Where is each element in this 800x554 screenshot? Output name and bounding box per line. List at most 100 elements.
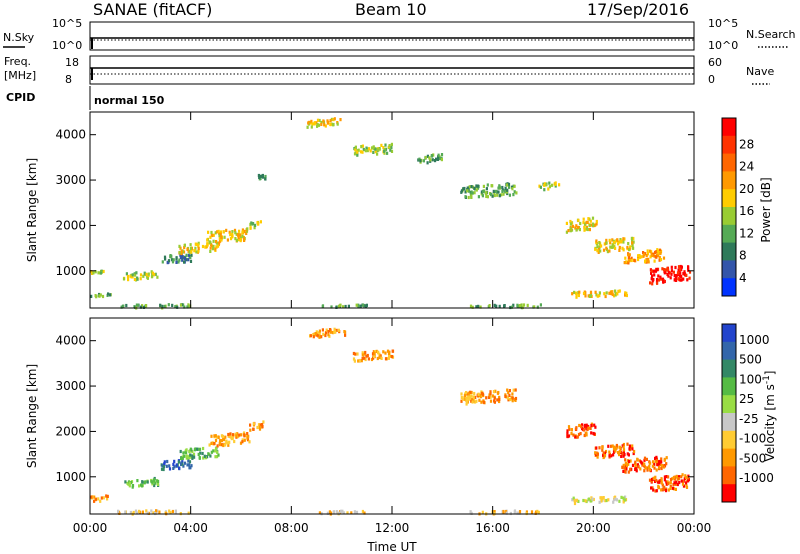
range-gate-cell bbox=[465, 396, 468, 400]
range-gate-cell bbox=[633, 449, 636, 454]
range-gate-cell bbox=[212, 247, 215, 251]
range-gate-cell bbox=[181, 456, 184, 460]
range-gate-cell bbox=[195, 250, 198, 254]
range-gate-cell bbox=[471, 400, 474, 404]
range-gate-cell bbox=[582, 221, 585, 225]
range-gate-cell bbox=[680, 479, 683, 483]
range-gate-cell bbox=[467, 397, 470, 401]
range-gate-cell bbox=[386, 151, 389, 155]
range-gate-cell bbox=[594, 451, 597, 455]
range-gate-cell bbox=[380, 143, 383, 147]
range-gate-cell bbox=[649, 461, 652, 465]
range-gate-cell bbox=[199, 451, 202, 455]
range-gate-cell bbox=[375, 147, 378, 151]
range-gate-cell bbox=[615, 498, 618, 502]
range-gate-cell bbox=[475, 188, 478, 192]
y-tick-label: 4000 bbox=[55, 334, 86, 348]
range-gate-cell bbox=[487, 395, 490, 399]
range-gate-cell bbox=[604, 294, 607, 299]
range-gate-cell bbox=[657, 251, 660, 255]
range-gate-cell bbox=[636, 458, 639, 462]
range-gate-cell bbox=[239, 441, 243, 445]
range-gate-cell bbox=[488, 304, 491, 308]
range-gate-cell bbox=[189, 255, 192, 260]
range-gate-cell bbox=[238, 433, 241, 437]
range-gate-cell bbox=[636, 463, 639, 467]
range-gate-cell bbox=[654, 250, 657, 254]
range-gate-cell bbox=[622, 248, 625, 252]
colorbar-tick-label: 24 bbox=[739, 160, 754, 174]
range-gate-cell bbox=[120, 305, 123, 309]
range-gate-cell bbox=[663, 271, 666, 275]
range-gate-cell bbox=[237, 235, 240, 240]
range-gate-cell bbox=[596, 294, 599, 298]
range-gate-cell bbox=[681, 479, 684, 483]
range-gate-cell bbox=[470, 190, 473, 194]
range-gate-cell bbox=[172, 466, 175, 470]
range-gate-cell bbox=[206, 242, 209, 246]
range-gate-cell bbox=[210, 434, 213, 438]
range-gate-cell bbox=[145, 304, 148, 308]
range-gate-cell bbox=[631, 463, 635, 467]
freq-panel: Freq. [MHz] 18 8 60 0 Nave bbox=[4, 55, 774, 86]
range-gate-cell bbox=[577, 218, 580, 222]
range-gate-cell bbox=[206, 455, 209, 459]
range-gate-cell bbox=[570, 428, 573, 432]
range-gate-cell bbox=[161, 260, 164, 264]
colorbar-tick-label: 100 bbox=[739, 372, 762, 386]
range-gate-cell bbox=[232, 433, 235, 437]
range-gate-cell bbox=[629, 459, 632, 463]
range-gate-cell bbox=[211, 441, 214, 445]
range-gate-cell bbox=[631, 447, 634, 451]
range-gate-cell bbox=[136, 303, 139, 307]
range-gate-cell bbox=[257, 173, 260, 178]
range-gate-cell bbox=[627, 470, 630, 474]
range-gate-cell bbox=[674, 276, 677, 280]
range-gate-cell bbox=[498, 395, 501, 399]
range-gate-cell bbox=[634, 467, 637, 471]
range-gate-cell bbox=[576, 435, 579, 439]
range-gate-cell bbox=[142, 305, 145, 309]
range-gate-cell bbox=[679, 267, 682, 271]
range-gate-cell bbox=[592, 497, 595, 502]
range-gate-cell bbox=[594, 425, 597, 429]
range-gate-cell bbox=[234, 237, 237, 241]
range-gate-cell bbox=[482, 189, 485, 193]
colorbar-swatch bbox=[722, 135, 736, 155]
range-gate-cell bbox=[626, 442, 629, 446]
range-gate-cell bbox=[344, 304, 347, 309]
range-gate-cell bbox=[174, 510, 177, 514]
power-plot-bg bbox=[90, 112, 694, 308]
range-gate-cell bbox=[674, 265, 677, 270]
range-gate-cell bbox=[470, 397, 473, 402]
range-gate-cell bbox=[537, 510, 540, 514]
range-gate-cell bbox=[424, 156, 427, 160]
range-gate-cell bbox=[475, 184, 478, 188]
range-gate-cell bbox=[156, 482, 160, 486]
range-gate-cell bbox=[667, 482, 670, 486]
range-gate-cell bbox=[197, 246, 200, 251]
range-gate-cell bbox=[578, 290, 581, 294]
range-gate-cell bbox=[259, 220, 262, 224]
range-gate-cell bbox=[261, 423, 264, 427]
range-gate-cell bbox=[659, 251, 662, 255]
range-gate-cell bbox=[125, 303, 128, 308]
power-colorbar-label: Power [dB] bbox=[759, 177, 773, 242]
range-gate-cell bbox=[241, 228, 244, 232]
range-gate-cell bbox=[495, 304, 498, 308]
range-gate-cell bbox=[631, 444, 634, 448]
range-gate-cell bbox=[316, 123, 319, 127]
range-gate-cell bbox=[106, 497, 109, 501]
range-gate-cell bbox=[185, 448, 188, 452]
range-gate-cell bbox=[595, 239, 598, 243]
range-gate-cell bbox=[382, 350, 385, 354]
range-gate-cell bbox=[664, 268, 667, 272]
cpid-row: CPID normal 150 bbox=[6, 86, 165, 110]
range-gate-cell bbox=[624, 291, 627, 295]
range-gate-cell bbox=[634, 463, 637, 467]
range-gate-cell bbox=[627, 255, 630, 259]
range-gate-cell bbox=[655, 253, 659, 257]
range-gate-cell bbox=[646, 252, 649, 256]
range-gate-cell bbox=[460, 392, 463, 396]
range-gate-cell bbox=[309, 334, 312, 338]
